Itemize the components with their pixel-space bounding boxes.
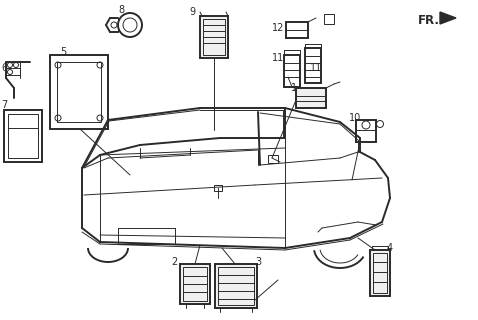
Bar	[284, 55, 300, 87]
Text: FR.: FR.	[418, 14, 440, 27]
Text: 11: 11	[310, 63, 322, 73]
Text: 4: 4	[387, 243, 393, 253]
Bar	[183, 267, 207, 301]
Text: 5: 5	[60, 47, 66, 57]
Text: 6: 6	[1, 63, 7, 73]
Text: 1: 1	[291, 83, 297, 93]
Text: 10: 10	[349, 113, 361, 123]
Text: 3: 3	[255, 257, 261, 267]
Bar	[324, 14, 334, 24]
Bar	[57, 62, 101, 122]
Bar	[180, 264, 210, 304]
Bar	[200, 16, 228, 58]
Bar	[4, 110, 42, 162]
Bar	[50, 55, 108, 129]
Text: 7: 7	[1, 100, 7, 110]
Bar	[370, 250, 390, 296]
Polygon shape	[440, 12, 456, 24]
Text: 8: 8	[118, 5, 124, 15]
Bar	[356, 120, 376, 142]
Bar	[373, 253, 387, 293]
Text: 2: 2	[171, 257, 177, 267]
Bar	[286, 22, 308, 38]
Bar	[296, 88, 326, 108]
Bar	[218, 267, 254, 305]
Bar	[203, 19, 225, 55]
Bar	[215, 264, 257, 308]
Bar	[305, 48, 321, 83]
Text: 11: 11	[272, 53, 284, 63]
Bar	[268, 155, 278, 163]
Text: 12: 12	[272, 23, 284, 33]
Text: 9: 9	[189, 7, 195, 17]
Bar	[214, 185, 222, 191]
Bar	[8, 114, 38, 158]
